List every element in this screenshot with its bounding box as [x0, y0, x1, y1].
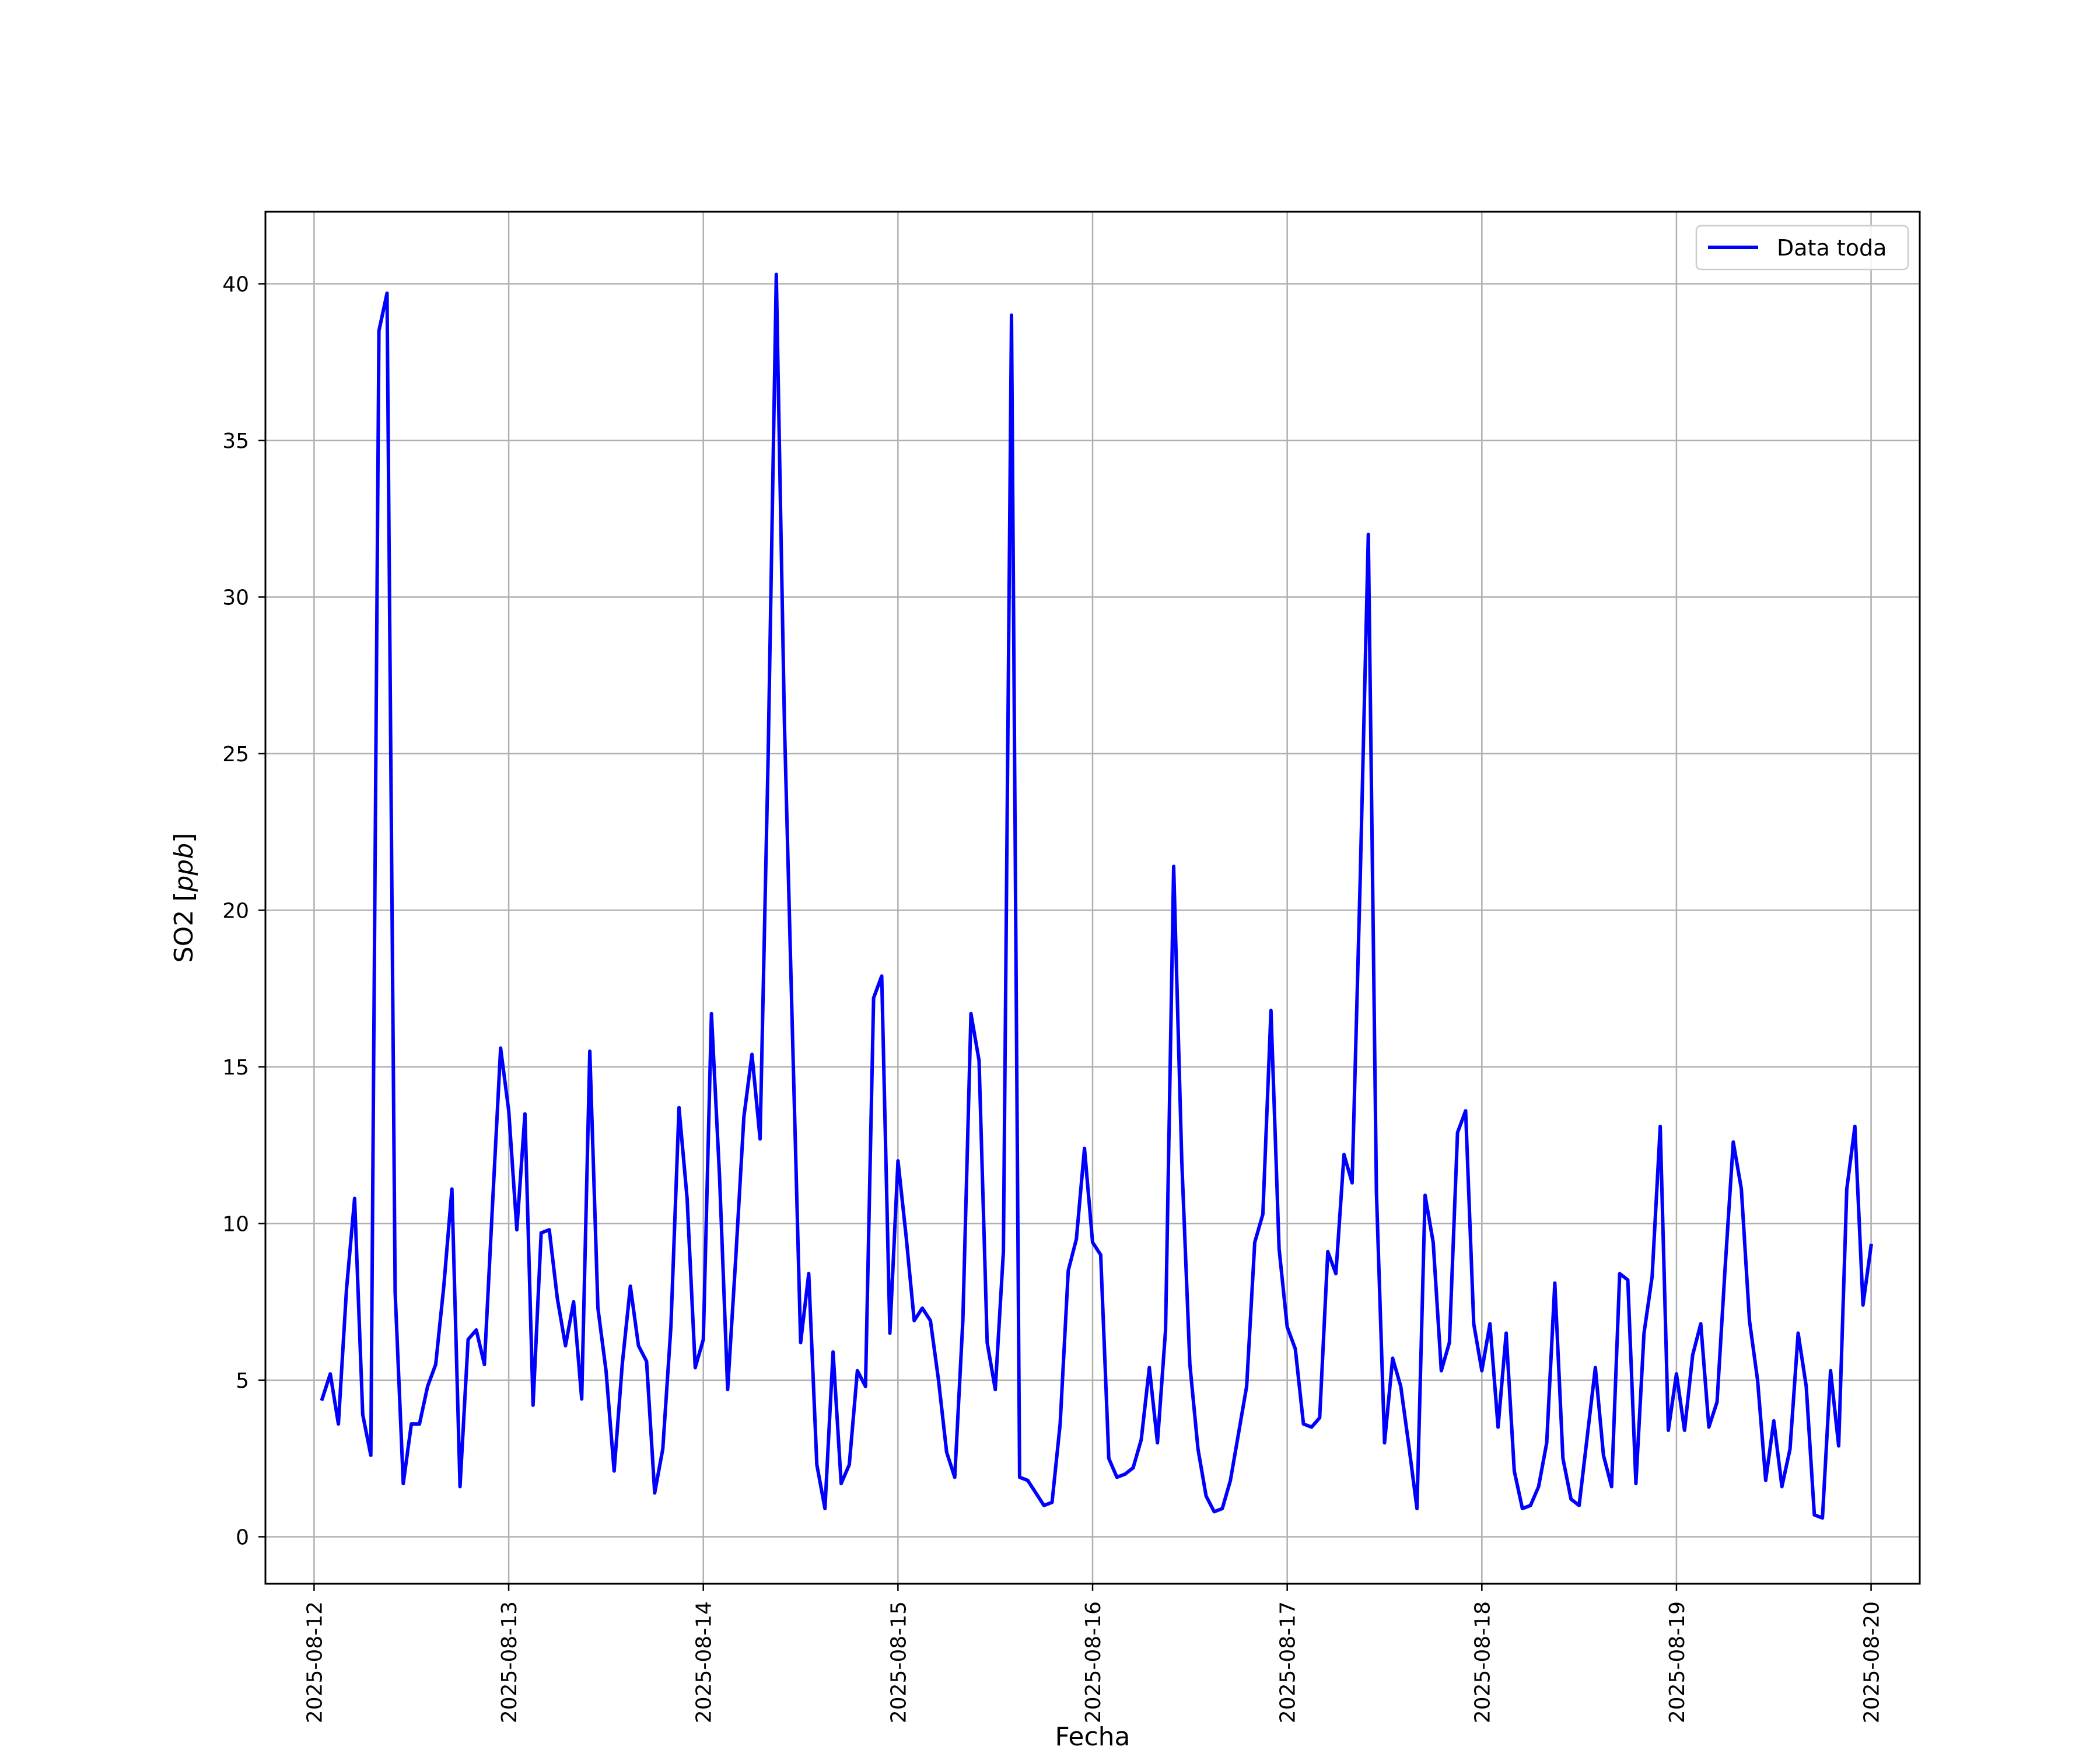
x-tick-label: 2025-08-18	[1471, 1601, 1494, 1723]
y-tick-label: 0	[236, 1525, 249, 1549]
y-axis-label: SO2 [ppb]	[169, 833, 199, 963]
legend-box	[1695, 225, 1909, 271]
y-tick-label: 10	[222, 1212, 249, 1236]
x-tick-label: 2025-08-15	[887, 1601, 911, 1723]
legend: Data toda	[1695, 225, 1909, 271]
y-tick-label: 5	[236, 1369, 249, 1393]
y-tick-label: 15	[222, 1056, 249, 1080]
series-line-data-toda	[320, 272, 1873, 1520]
y-tick-label: 25	[222, 743, 249, 766]
axis-ticks: 0 5 10 15 20 25 30 35 40 2025-08-12 2025-08-13 2025…	[222, 273, 1884, 1724]
x-axis-label: Fecha	[1055, 1722, 1130, 1750]
legend-label-data-toda: Data toda	[1777, 235, 1887, 261]
x-tick-label: 2025-08-14	[692, 1601, 716, 1723]
series-layer	[320, 272, 1873, 1520]
y-axis-label-suffix: ]	[169, 833, 199, 843]
x-tick-label: 2025-08-13	[498, 1601, 522, 1723]
y-tick-label: 35	[222, 429, 249, 453]
x-tick-label: 2025-08-20	[1860, 1601, 1884, 1723]
y-axis-label-unit: ppb	[169, 843, 199, 892]
x-tick-label: 2025-08-12	[303, 1601, 327, 1723]
x-tick-label: 2025-08-17	[1276, 1601, 1300, 1723]
x-tick-label: 2025-08-16	[1082, 1601, 1105, 1723]
y-tick-label: 40	[222, 273, 249, 297]
y-tick-label: 30	[222, 586, 249, 610]
y-axis-label-prefix: SO2 [	[169, 892, 199, 963]
y-tick-label: 20	[222, 899, 249, 923]
x-tick-label: 2025-08-19	[1665, 1601, 1689, 1723]
